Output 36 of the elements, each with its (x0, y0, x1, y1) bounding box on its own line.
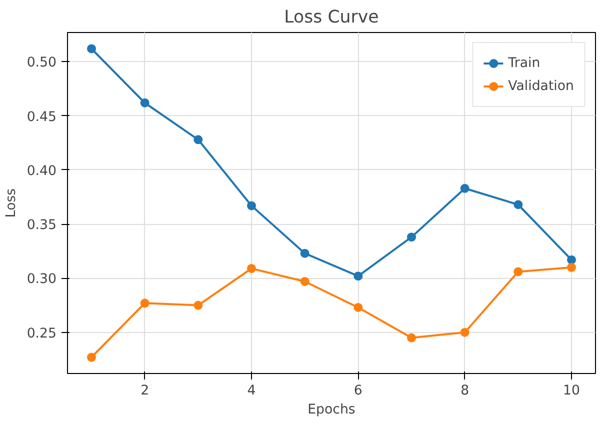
point (247, 264, 256, 273)
point (354, 272, 363, 281)
point (300, 248, 310, 258)
point (460, 328, 470, 337)
y-tick-label: 0.40 (26, 164, 57, 179)
point (300, 276, 310, 286)
y-tick-label: 0.50 (26, 56, 57, 71)
y-tick-label: 0.25 (26, 326, 57, 342)
x-tick-label: 4 (247, 384, 256, 398)
point (514, 267, 523, 276)
point (140, 98, 150, 108)
point (247, 201, 256, 210)
legend-label: Validation (508, 78, 574, 94)
x-tick-label: 2 (140, 384, 150, 398)
y-tick-label: 0.30 (26, 272, 57, 288)
y-tick-label: 0.35 (26, 218, 57, 234)
x-axis-title: Epochs (308, 402, 356, 418)
point (567, 262, 576, 272)
legend-label: Train (508, 56, 540, 70)
point (87, 352, 96, 362)
point (87, 44, 96, 54)
point (460, 184, 470, 193)
y-tick-label: 0.45 (26, 110, 57, 125)
y-axis-title: Loss (4, 188, 19, 218)
point (407, 333, 416, 342)
x-tick-label: 8 (460, 384, 470, 398)
point (354, 302, 363, 312)
point (567, 255, 576, 264)
point (407, 232, 416, 242)
chart-title: Loss Curve (284, 8, 379, 28)
x-tick-label: 6 (354, 384, 362, 398)
point (514, 200, 523, 210)
x-tick-label: 10 (563, 384, 580, 398)
point (194, 300, 203, 310)
point (140, 298, 150, 308)
point (194, 135, 203, 144)
